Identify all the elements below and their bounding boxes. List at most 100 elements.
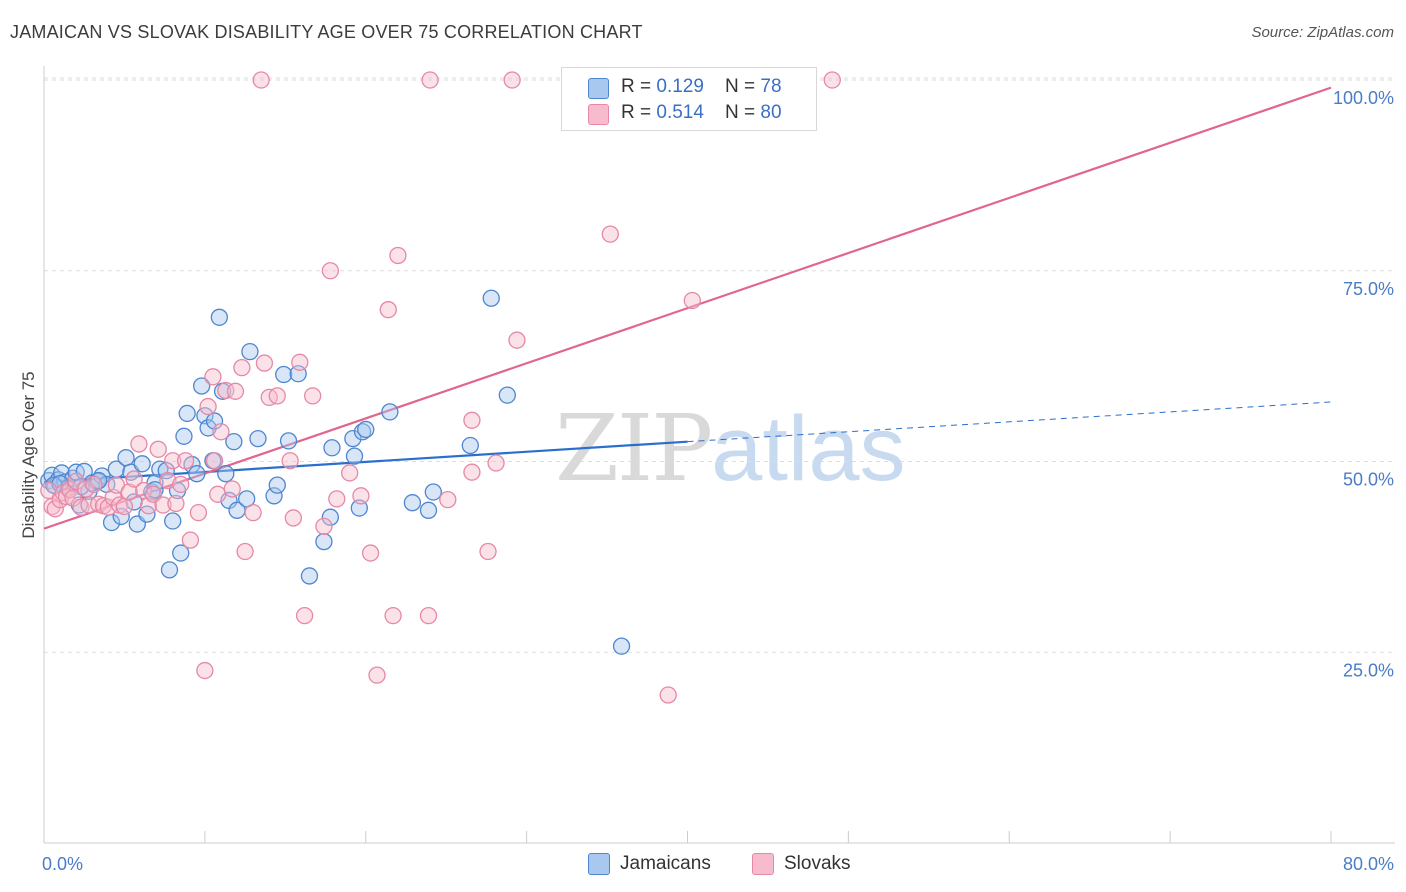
point-jamaican	[279, 432, 298, 450]
point-slovak	[463, 411, 481, 429]
point-slovak	[226, 382, 245, 400]
point-jamaican	[424, 483, 442, 501]
point-slovak	[379, 301, 397, 319]
axes	[43, 66, 1395, 844]
legend-label-jamaicans: Jamaicans	[620, 853, 711, 874]
point-jamaican	[210, 308, 229, 326]
point-slovak	[352, 487, 370, 505]
point-slovak	[479, 542, 497, 561]
point-slovak	[389, 246, 407, 265]
point-slovak	[167, 494, 185, 513]
point-jamaican	[117, 449, 135, 467]
y-tick-label: 100.0%	[1333, 88, 1394, 108]
point-slovak	[236, 542, 254, 561]
source-label: Source: ZipAtlas.com	[1251, 24, 1394, 41]
point-jamaican	[133, 455, 151, 473]
point-jamaican	[193, 377, 211, 395]
point-slovak	[823, 71, 841, 89]
point-slovak	[252, 71, 270, 89]
point-slovak	[176, 452, 195, 470]
y-tick-label: 50.0%	[1343, 470, 1394, 490]
point-jamaican	[381, 403, 399, 421]
point-slovak	[508, 331, 526, 349]
point-jamaican	[482, 289, 500, 307]
point-jamaican	[612, 637, 631, 655]
legend-swatch-blue	[588, 853, 610, 875]
point-slovak	[120, 483, 138, 501]
point-slovak	[284, 509, 303, 527]
point-slovak	[172, 475, 190, 494]
point-jamaican	[164, 512, 182, 530]
y-tick-label: 25.0%	[1343, 660, 1394, 680]
legend-r-value: 0.514	[656, 102, 704, 123]
point-slovak	[154, 496, 172, 514]
point-jamaican	[225, 433, 243, 451]
chart-title: JAMAICAN VS SLOVAK DISABILITY AGE OVER 7…	[10, 22, 643, 42]
tick-labels: 25.0% 50.0% 75.0% 100.0% 0.0% 80.0%	[42, 88, 1394, 874]
point-jamaican	[419, 501, 438, 519]
point-slovak	[135, 481, 153, 500]
point-jamaican	[323, 439, 341, 457]
point-slovak	[304, 387, 322, 405]
point-slovak	[144, 485, 163, 503]
legend-n-label: N =	[725, 102, 761, 123]
point-jamaican	[249, 429, 267, 448]
point-slovak	[130, 435, 148, 453]
point-jamaican	[265, 487, 283, 505]
legend-swatch-pink	[588, 104, 609, 125]
point-slovak	[321, 262, 340, 280]
y-tick-label: 75.0%	[1343, 279, 1394, 299]
point-slovak	[281, 452, 299, 470]
point-slovak	[361, 544, 380, 562]
point-slovak	[328, 490, 346, 508]
x-tick-label: 0.0%	[42, 854, 83, 874]
point-slovak	[233, 359, 251, 377]
point-jamaican	[345, 447, 364, 465]
point-slovak	[46, 500, 64, 518]
point-slovak	[85, 475, 103, 494]
watermark: ZIPatlas	[555, 395, 906, 502]
legend-n-value: 80	[760, 102, 782, 123]
point-jamaican	[357, 420, 375, 439]
legend-swatch-pink	[752, 853, 774, 875]
point-slovak	[659, 686, 677, 704]
point-slovak	[196, 661, 214, 680]
point-jamaican	[175, 427, 193, 445]
trend-line-jamaicans-extrapolated	[687, 401, 1332, 443]
point-jamaican	[188, 465, 206, 483]
point-jamaican	[315, 532, 333, 551]
point-slovak	[255, 354, 274, 372]
point-slovak	[149, 440, 167, 458]
point-slovak	[244, 503, 262, 522]
point-jamaican	[205, 412, 224, 430]
point-slovak	[125, 470, 143, 488]
point-slovak	[503, 71, 521, 89]
point-slovak	[223, 480, 241, 498]
point-slovak	[341, 464, 359, 482]
point-slovak	[368, 666, 386, 684]
legend-r-value: 0.129	[656, 76, 704, 97]
point-slovak	[189, 503, 208, 522]
point-jamaican	[268, 476, 286, 494]
point-jamaican	[321, 508, 340, 526]
point-jamaican	[461, 436, 479, 455]
point-slovak	[419, 606, 438, 625]
point-slovak	[291, 353, 309, 371]
point-jamaican	[403, 494, 422, 512]
point-jamaican	[160, 561, 179, 579]
x-tick-label: 80.0%	[1343, 854, 1394, 874]
point-slovak	[421, 71, 439, 89]
point-slovak	[205, 452, 224, 470]
point-slovak	[315, 517, 333, 536]
point-slovak	[199, 397, 217, 416]
point-slovak	[295, 606, 314, 625]
legend-r-label: R =	[621, 102, 657, 123]
point-slovak	[463, 463, 481, 481]
point-slovak	[209, 485, 227, 503]
legend-label-slovaks: Slovaks	[784, 853, 851, 874]
watermark-atlas: atlas	[711, 398, 906, 500]
point-slovak	[115, 497, 134, 516]
point-jamaican	[217, 465, 235, 483]
legend-swatch-blue	[588, 78, 609, 99]
point-slovak	[487, 454, 505, 472]
